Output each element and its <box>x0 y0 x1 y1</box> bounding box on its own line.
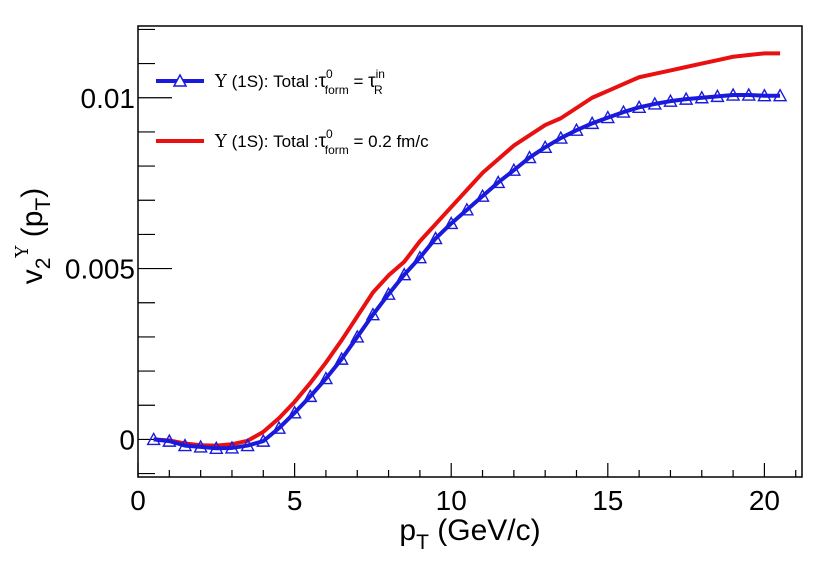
data-point-marker <box>663 93 678 107</box>
legend-1-mid: = <box>349 72 368 91</box>
series-line-1 <box>153 93 781 451</box>
data-point-marker <box>616 104 631 118</box>
legend-1-rhs: τ <box>368 71 376 92</box>
legend-entry-1: Υ (1S): Total :τ0 form = τin R <box>156 67 385 97</box>
legend-1-prefix: (1S): Total : <box>227 72 319 91</box>
data-point-marker <box>569 122 584 136</box>
legend-2-sup: 0 <box>326 127 333 141</box>
x-tick-label: 20 <box>749 485 780 516</box>
data-point-marker <box>757 88 772 102</box>
x-tick-label: 15 <box>592 485 623 516</box>
legend-2-tau: τ <box>319 131 327 152</box>
legend-1-sup: 0 <box>326 67 333 81</box>
data-point-marker <box>287 405 302 419</box>
data-point-marker <box>725 87 741 101</box>
x-tick-label: 10 <box>436 485 467 516</box>
legend-1-rhs-sup: in <box>376 67 385 81</box>
legend-2-prefix: (1S): Total : <box>227 132 319 151</box>
data-point-marker <box>647 96 662 110</box>
data-point-marker <box>381 286 396 300</box>
axis-ticks <box>137 28 797 477</box>
y-tick-label: 0.005 <box>65 254 135 285</box>
x-tick-label: 5 <box>287 485 303 516</box>
data-point-marker <box>224 440 240 454</box>
data-point-marker <box>506 162 522 176</box>
series-layer <box>146 51 788 454</box>
data-point-marker <box>350 329 365 343</box>
legend-1-sub: form <box>325 83 349 97</box>
x-tick-label: 0 <box>130 485 146 516</box>
series-line-2 <box>153 51 781 448</box>
data-point-marker <box>318 371 334 385</box>
y-axis-title: v2Υ (pT) <box>12 188 55 284</box>
data-point-marker <box>444 216 459 230</box>
data-point-marker <box>428 231 443 245</box>
legend: Υ (1S): Total :τ0 form = τin R Υ (1S): Tot… <box>156 67 429 157</box>
legend-1-rhs-sub: R <box>374 83 383 97</box>
data-point-marker <box>412 250 428 264</box>
y-tick-label: 0.01 <box>81 83 136 114</box>
data-point-marker <box>256 433 271 447</box>
legend-2-symbol: Υ <box>214 131 228 152</box>
data-point-marker <box>209 440 224 454</box>
data-point-marker <box>584 115 600 130</box>
data-point-marker <box>303 388 318 403</box>
data-point-marker <box>162 433 177 447</box>
data-point-marker <box>522 150 537 164</box>
data-point-marker <box>631 99 647 114</box>
legend-1-tau: τ <box>319 71 327 92</box>
data-point-marker <box>710 88 725 103</box>
data-point-marker <box>600 110 615 124</box>
data-point-marker <box>741 87 756 101</box>
data-point-marker <box>240 438 255 452</box>
data-point-marker <box>193 439 208 453</box>
data-point-marker <box>475 188 490 202</box>
data-point-marker <box>177 438 193 452</box>
data-point-marker <box>334 351 349 365</box>
axis-tick-labels: 0 5 10 15 20 0 0.005 0.01 <box>65 83 780 516</box>
data-point-marker <box>271 420 287 434</box>
x-axis-title: pT (GeV/c) <box>399 514 540 554</box>
data-point-marker <box>365 307 381 321</box>
data-point-marker <box>772 88 788 102</box>
legend-2-mid: = 0.2 fm/c <box>349 132 429 151</box>
legend-2-sub: form <box>325 143 349 157</box>
data-point-marker <box>397 267 412 281</box>
data-point-marker <box>146 431 161 446</box>
data-point-marker <box>678 91 694 105</box>
data-point-marker <box>553 130 569 144</box>
legend-1-symbol: Υ <box>214 71 228 92</box>
legend-marker-1 <box>172 73 188 87</box>
data-point-marker <box>537 139 553 153</box>
data-point-marker <box>491 175 506 189</box>
data-point-marker <box>694 90 709 104</box>
legend-entry-2: Υ (1S): Total :τ0 form = 0.2 fm/c <box>156 127 429 157</box>
data-point-marker <box>459 202 475 216</box>
y-tick-label: 0 <box>119 424 135 455</box>
plot-frame <box>137 25 803 478</box>
